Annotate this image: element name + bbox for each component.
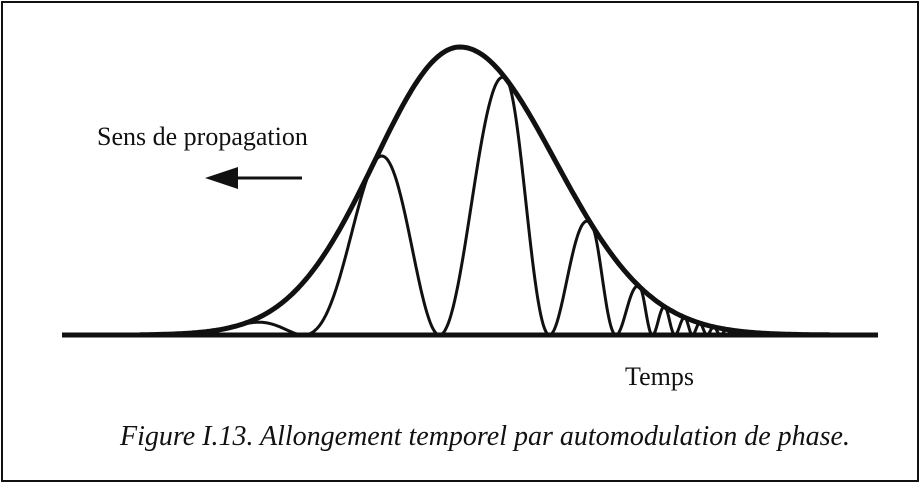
axis-label: Temps [625,362,694,391]
chirped-carrier [139,75,811,337]
arrow-head [205,167,238,189]
direction-label: Sens de propagation [97,122,308,151]
caption: Figure I.13. Allongement temporel par au… [119,421,850,452]
